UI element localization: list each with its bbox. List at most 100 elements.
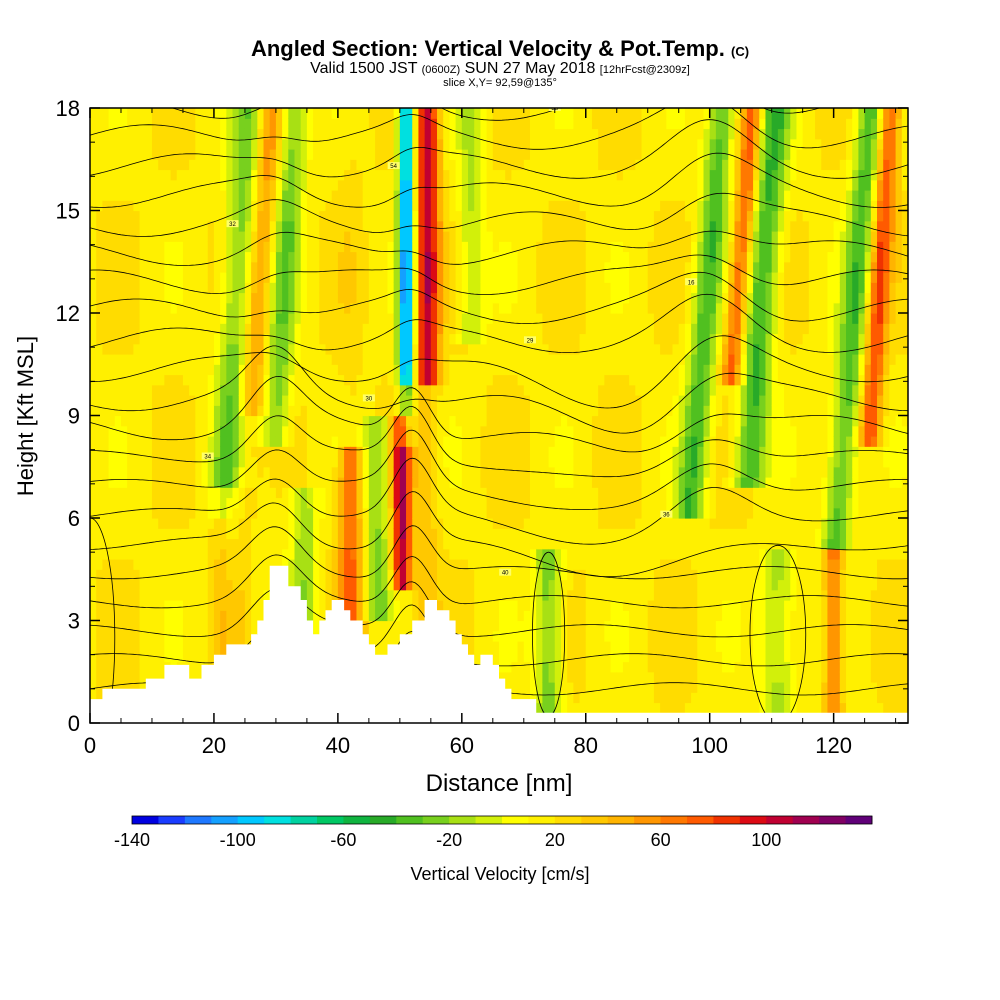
velocity-cell [511,313,519,324]
velocity-cell [201,282,209,294]
velocity-cell [542,487,550,499]
velocity-cell [573,702,581,714]
velocity-cell [560,600,568,611]
velocity-cell [598,466,605,478]
velocity-cell [406,620,413,632]
velocity-cell [164,651,172,663]
velocity-cell [560,118,568,130]
velocity-cell [139,220,147,232]
velocity-cell [536,313,543,324]
velocity-cell [356,169,364,181]
velocity-cell [90,600,97,611]
velocity-cell [238,272,246,283]
velocity-cell [244,282,252,294]
velocity-cell [474,149,482,160]
velocity-cell [90,671,97,683]
velocity-cell [282,241,289,253]
velocity-cell [313,354,320,365]
velocity-cell [151,354,159,365]
velocity-cell [220,538,227,550]
velocity-cell [170,425,178,437]
velocity-cell [350,610,358,622]
velocity-cell [102,118,110,130]
velocity-cell [567,395,574,406]
velocity-cell [412,190,420,201]
velocity-cell [350,272,358,283]
velocity-cell [591,436,599,447]
velocity-cell [96,630,103,642]
velocity-cell [517,210,525,222]
velocity-cell [164,528,172,540]
velocity-cell [536,610,543,622]
velocity-cell [96,548,103,560]
velocity-cell [455,518,463,529]
velocity-cell [536,210,543,222]
velocity-cell [387,579,395,591]
velocity-cell [468,190,475,201]
velocity-cell [362,610,370,622]
velocity-cell [412,374,420,386]
velocity-cell [517,190,525,201]
velocity-cell [344,343,351,355]
velocity-cell [486,589,494,601]
velocity-cell [325,466,333,478]
velocity-cell [96,313,103,324]
velocity-cell [90,220,97,232]
velocity-cell [449,272,457,283]
velocity-cell [412,487,420,499]
velocity-cell [232,343,240,355]
velocity-cell [114,231,122,242]
velocity-cell [120,313,128,324]
velocity-cell [567,251,574,263]
velocity-cell [96,159,103,171]
velocity-cell [275,179,283,191]
velocity-cell [536,661,543,673]
velocity-cell [170,220,178,232]
velocity-cell [579,108,587,119]
velocity-cell [548,630,556,642]
velocity-cell [424,415,432,427]
velocity-cell [585,579,593,591]
velocity-cell [591,661,599,673]
velocity-cell [288,138,296,150]
velocity-cell [437,589,444,601]
velocity-cell [108,651,116,663]
velocity-cell [201,497,209,509]
velocity-cell [275,282,283,294]
velocity-cell [114,323,122,335]
velocity-cell [238,497,246,509]
velocity-cell [108,292,116,304]
velocity-cell [151,364,159,376]
velocity-cell [108,108,116,119]
velocity-cell [145,651,153,663]
velocity-cell [393,118,401,130]
velocity-cell [474,538,482,550]
velocity-cell [362,220,370,232]
velocity-cell [158,354,165,365]
velocity-cell [306,477,314,488]
velocity-cell [455,282,463,294]
velocity-cell [151,282,159,294]
velocity-cell [269,354,277,365]
velocity-cell [313,456,320,468]
velocity-cell [195,118,203,130]
velocity-cell [232,118,240,130]
velocity-cell [362,272,370,283]
velocity-cell [151,210,159,222]
velocity-cell [207,108,215,119]
velocity-cell [474,641,482,652]
velocity-cell [474,651,482,663]
velocity-cell [195,169,203,181]
velocity-cell [573,507,581,519]
velocity-cell [443,261,451,273]
velocity-cell [381,436,389,447]
velocity-cell [529,231,537,242]
velocity-cell [536,323,543,335]
velocity-cell [573,364,581,376]
velocity-cell [505,384,512,396]
velocity-cell [170,456,178,468]
velocity-cell [244,128,252,140]
velocity-cell [560,190,568,201]
velocity-cell [151,118,159,130]
velocity-cell [207,436,215,447]
